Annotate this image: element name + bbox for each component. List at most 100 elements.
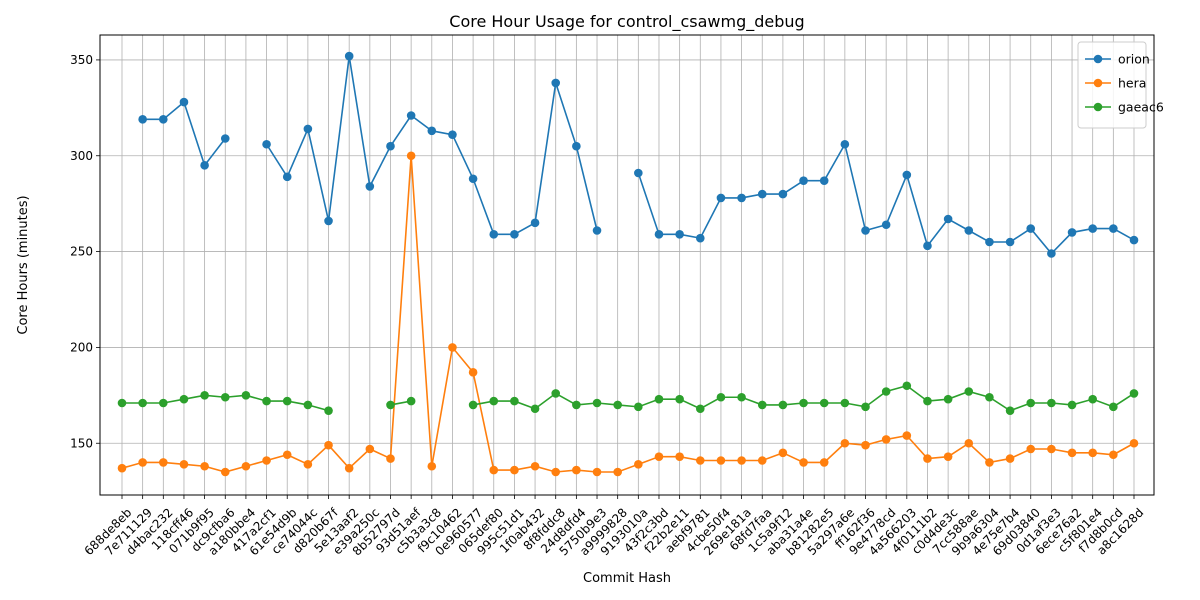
data-point: [200, 461, 209, 471]
data-point: [1005, 406, 1015, 415]
data-point: [1067, 400, 1077, 410]
data-point: [510, 396, 519, 406]
data-point: [757, 456, 767, 465]
legend: orion hera gaeac6: [1077, 41, 1164, 129]
data-point: [902, 381, 912, 391]
data-point: [220, 134, 230, 143]
legend-marker: [1093, 54, 1103, 64]
data-point: [634, 168, 643, 178]
data-point: [799, 458, 808, 467]
data-point: [262, 396, 271, 406]
data-point: [840, 139, 850, 149]
data-point: [1067, 448, 1077, 458]
data-point: [985, 458, 994, 467]
data-point: [840, 398, 850, 408]
data-point: [1109, 402, 1118, 412]
data-point: [881, 220, 891, 230]
data-point: [406, 396, 416, 406]
data-point: [386, 454, 395, 463]
data-point: [716, 392, 726, 402]
data-point: [985, 392, 994, 402]
legend-label: hera: [1118, 76, 1146, 91]
data-point: [778, 448, 788, 458]
data-point: [964, 226, 974, 235]
data-point: [634, 402, 643, 412]
data-point: [737, 392, 746, 402]
data-point: [324, 216, 333, 226]
data-point: [902, 170, 912, 180]
data-point: [303, 124, 313, 134]
data-point: [881, 387, 891, 396]
data-point: [324, 440, 333, 450]
data-point: [985, 237, 994, 247]
data-point: [365, 444, 375, 454]
legend-label: orion: [1118, 52, 1150, 67]
series-layer: [117, 51, 1139, 477]
data-point: [1109, 450, 1118, 460]
data-point: [365, 182, 375, 191]
data-point: [572, 465, 581, 475]
data-point: [716, 456, 726, 465]
data-point: [344, 51, 354, 61]
data-point: [1047, 444, 1056, 454]
legend-item-hera: hera: [1085, 76, 1146, 91]
data-point: [303, 400, 313, 410]
y-tick-label: 150: [70, 436, 93, 450]
data-point: [592, 226, 602, 235]
data-point: [386, 400, 395, 410]
data-point: [530, 461, 540, 471]
data-point: [262, 139, 271, 149]
data-point: [220, 392, 230, 402]
data-point: [489, 465, 499, 475]
data-point: [406, 151, 416, 161]
data-point: [386, 141, 395, 151]
legend-item-gaeac6: gaeac6: [1085, 100, 1164, 115]
data-point: [241, 461, 251, 471]
data-point: [510, 230, 519, 239]
data-point: [592, 398, 602, 408]
series-hera: [117, 151, 1139, 477]
y-tick-label: 250: [70, 245, 93, 259]
data-point: [468, 400, 478, 410]
data-point: [819, 398, 829, 408]
data-point: [1026, 444, 1036, 454]
data-point: [757, 189, 767, 199]
chart-title: Core Hour Usage for control_csawmg_debug: [449, 12, 804, 32]
data-point: [530, 404, 540, 414]
data-point: [799, 176, 808, 185]
data-point: [819, 458, 829, 467]
data-point: [427, 126, 437, 136]
data-point: [1026, 224, 1036, 233]
data-point: [861, 226, 870, 235]
data-point: [138, 115, 147, 124]
data-point: [634, 460, 643, 469]
data-point: [964, 387, 974, 396]
data-point: [427, 461, 437, 471]
data-point: [159, 458, 168, 467]
data-point: [551, 467, 561, 477]
data-point: [448, 343, 457, 352]
data-point: [220, 467, 230, 477]
data-point: [613, 467, 622, 477]
legend-marker: [1093, 78, 1103, 88]
data-point: [778, 189, 788, 199]
data-point: [117, 463, 127, 473]
data-point: [613, 400, 622, 410]
data-point: [1088, 448, 1097, 458]
data-point: [819, 176, 829, 185]
data-point: [448, 130, 457, 139]
data-point: [1129, 389, 1139, 398]
data-point: [675, 230, 684, 239]
data-point: [262, 456, 271, 465]
y-axis-label: Core Hours (minutes): [16, 195, 31, 334]
series-gaeac6: [117, 381, 1139, 415]
data-point: [241, 391, 251, 400]
data-point: [716, 193, 726, 203]
data-point: [551, 389, 561, 398]
data-point: [344, 463, 354, 473]
series-orion: [138, 51, 1139, 258]
data-point: [943, 394, 953, 404]
data-point: [737, 456, 746, 465]
